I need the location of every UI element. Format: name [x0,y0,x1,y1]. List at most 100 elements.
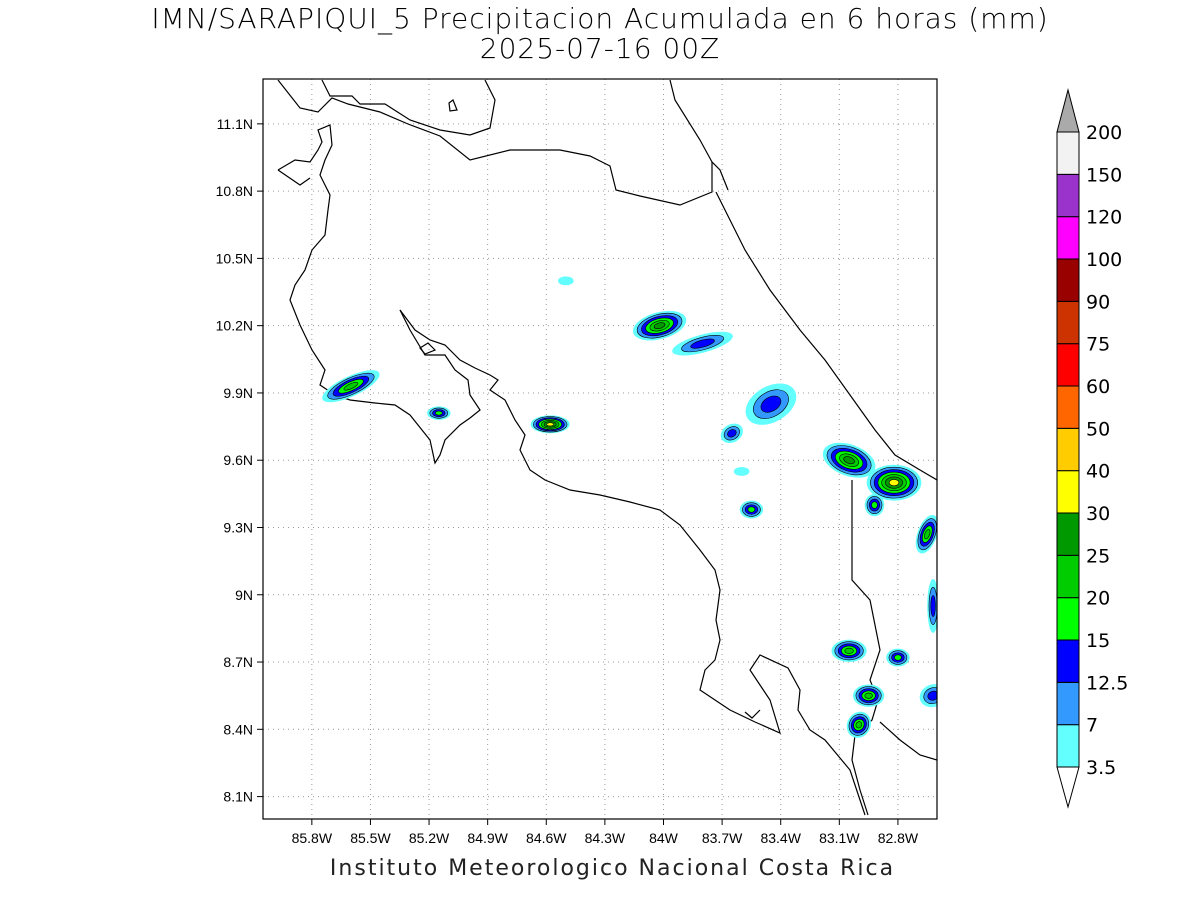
x-axis-ticks: 85.8W 85.5W 85.2W 84.9W 84.6W 84.3W 84W 83.7W 83… [292,819,919,846]
precip-contour [546,422,554,427]
precip-contour [927,690,937,701]
precip-cell [745,383,797,425]
colorbar-label: 12.5 [1086,672,1128,694]
x-tick-label: 84.3W [585,830,626,846]
x-tick-label: 84.9W [467,830,508,846]
y-tick-label: 11.1N [217,116,253,132]
y-tick-label: 10.5N [216,250,253,266]
precip-cell [822,442,876,478]
colorbar-swatch [1056,470,1080,514]
colorbar-label: 30 [1086,503,1110,525]
precip-cell [672,331,733,356]
colorbar-low-arrow [1056,766,1080,809]
precip-cell [322,370,380,403]
x-tick-label: 85.8W [292,830,333,846]
y-axis-ticks: 11.1N 10.8N 10.5N 10.2N 9.9N 9.6N 9.3N 9N 8.7N 8.… [216,116,263,805]
x-tick-label: 85.5W [350,830,391,846]
x-tick-label: 84W [649,830,679,846]
precip-cell [632,310,687,341]
precip-contour [760,395,782,413]
colorbar-label: 7 [1086,715,1098,737]
y-tick-label: 9.6N [223,452,253,468]
precip-contour [343,381,359,391]
precip-cell [927,579,937,633]
colorbar-swatch [1056,681,1080,726]
colorbar-swatch [1056,724,1080,768]
precip-cell [720,423,743,444]
precip-cell [919,684,937,708]
precip-contour [434,410,443,416]
colorbar-swatch [1056,427,1080,472]
colorbar-label: 20 [1086,588,1110,610]
x-tick-label: 85.2W [409,830,450,846]
precip-cell [733,466,750,476]
precip-contour [843,456,855,465]
precip-contour [733,466,750,476]
precip-cell [831,639,867,663]
colorbar-label: 50 [1086,418,1110,440]
precip-cell [846,711,872,738]
colorbar-label: 150 [1086,164,1122,186]
map-frame [262,78,938,820]
colorbar-swatch [1056,173,1080,218]
colorbar-label: 3.5 [1086,757,1116,779]
colorbar-swatch [1056,300,1080,345]
colorbar: 3.5 7 12.5 15 20 25 30 40 50 60 75 90 100 120 150 200 [1056,88,1128,809]
precip-cell [864,493,885,517]
precip-contour [557,276,574,286]
colorbar-swatch [1056,131,1080,175]
precip-cell [557,276,574,286]
colorbar-label: 120 [1086,207,1122,229]
colorbar-swatch [1056,258,1080,302]
colorbar-swatch [1056,597,1080,641]
x-tick-label: 82.8W [878,830,919,846]
colorbar-label: 90 [1086,291,1110,313]
precip-cell [886,648,910,667]
precip-contour [864,692,873,699]
precip-contour [894,654,902,661]
precip-contour [653,322,666,330]
precip-contour [690,338,715,349]
y-tick-label: 8.1N [223,789,253,805]
colorbar-swatch [1056,512,1080,556]
colorbar-high-arrow [1056,88,1080,133]
y-tick-label: 9.3N [223,519,253,535]
precip-cell [739,500,764,519]
x-tick-label: 83.4W [760,830,801,846]
precip-contour [727,429,737,438]
y-tick-label: 9.9N [223,385,253,401]
precip-cell [866,464,922,501]
precip-contour [888,479,900,487]
colorbar-label: 200 [1086,122,1122,144]
y-tick-label: 8.4N [223,721,253,737]
colorbar-label: 100 [1086,249,1122,271]
x-tick-label: 83.1W [819,830,860,846]
precip-cell [915,514,937,554]
colorbar-label: 15 [1086,630,1110,652]
x-tick-label: 84.6W [526,830,567,846]
precip-contour [855,721,863,729]
precip-contour [747,506,756,513]
colorbar-swatch [1056,554,1080,599]
precip-contour [930,595,936,617]
colorbar-swatch [1056,385,1080,429]
precip-cell [852,684,885,707]
colorbar-label: 60 [1086,376,1110,398]
colorbar-swatch [1056,343,1080,387]
colorbar-label: 75 [1086,334,1110,356]
x-tick-label: 83.7W [702,830,743,846]
precip-cell [427,406,451,420]
colorbar-swatch [1056,639,1080,683]
precip-contour [844,647,854,654]
precip-contour [924,529,931,540]
colorbar-label: 25 [1086,545,1110,567]
colorbar-label: 40 [1086,461,1110,483]
footer-credit: Instituto Meteorologico Nacional Costa R… [329,856,896,881]
precip-contour [871,501,878,509]
colorbar-swatch [1056,216,1080,260]
y-tick-label: 8.7N [223,654,253,670]
map-subtitle: 2025-07-16 00Z [479,32,721,65]
precipitation-cells [322,276,937,738]
precip-cell [530,415,570,434]
